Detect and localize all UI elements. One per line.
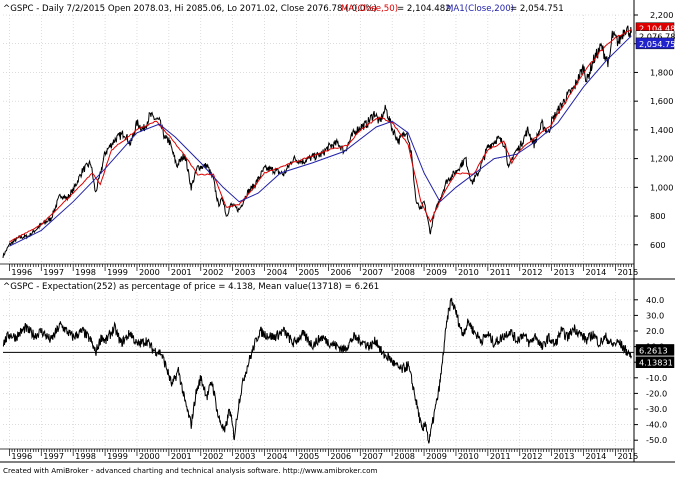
axes-labels: 6008001,0001,2001,4001,6001,8002,0002,20…: [0, 10, 673, 461]
expectation-x-tick-label: 1999: [107, 451, 128, 461]
price-x-tick-label: 2004: [267, 267, 288, 277]
price-x-tick-label: 1998: [75, 267, 96, 277]
ma50-last-value-label: 2,104.48: [639, 24, 675, 34]
expectation-x-tick-label: 2006: [330, 451, 351, 461]
price-x-tick-label: 2007: [362, 267, 383, 277]
expectation-x-tick-label: 2012: [522, 451, 543, 461]
footer-credit-text: Created with AmiBroker - advanced charti…: [3, 466, 378, 475]
expectation-last-value-label-box: [635, 356, 675, 368]
price-x-tick-label: 1999: [107, 267, 128, 277]
price-y-tick-label: 2,200: [650, 10, 673, 20]
expectation-x-tick-label: 2005: [298, 451, 319, 461]
expectation-x-tick-label: 2013: [554, 451, 575, 461]
upper-grid: [3, 14, 633, 266]
expectation-x-tick-label: 2000: [139, 451, 160, 461]
price-x-tick-label: 2014: [586, 267, 607, 277]
expectation-y-tick-label: 20.0: [646, 326, 664, 336]
expectation-x-tick-label: 2002: [203, 451, 224, 461]
price-x-tick-label: 2010: [458, 267, 479, 277]
ma200-header-label: MA1(Close,200): [446, 4, 514, 14]
expectation-y-tick-label: -40.0: [646, 420, 667, 430]
ma200-last-value-label-box: [635, 37, 675, 50]
expectation-y-tick-label: -50.0: [646, 435, 667, 445]
ma200-line: [9, 35, 632, 247]
ma50-line: [9, 28, 632, 243]
expectation-x-tick-label: 2001: [171, 451, 192, 461]
price-x-tick-label: 2001: [171, 267, 192, 277]
price-y-tick-label: 800: [650, 211, 666, 221]
price-y-tick-label: 1,400: [650, 125, 673, 135]
price-x-tick-label: 2006: [330, 267, 351, 277]
price-x-tick-label: 2011: [490, 267, 511, 277]
price-x-tick-label: 2015: [617, 267, 638, 277]
expectation-y-tick-label: -20.0: [646, 388, 667, 398]
expectation-x-tick-label: 1996: [11, 451, 32, 461]
expectation-x-tick-label: 1997: [43, 451, 64, 461]
price-x-tick-label: 2008: [394, 267, 415, 277]
close-last-value-label: 2,076.78: [639, 32, 675, 42]
price-x-tick-label: 2013: [554, 267, 575, 277]
ma200-last-value-label: 2,054.75: [639, 39, 675, 49]
expectation-header-text: ^GSPC - Expectation(252) as percentage o…: [3, 282, 379, 292]
price-x-tick-label: 1996: [11, 267, 32, 277]
expectation-x-tick-label: 2011: [490, 451, 511, 461]
expectation-x-tick-label: 2003: [235, 451, 256, 461]
expectation-line: [2, 297, 632, 444]
price-y-tick-label: 1,800: [650, 67, 673, 77]
price-x-tick-label: 1997: [43, 267, 64, 277]
price-y-tick-label: 1,600: [650, 96, 673, 106]
expectation-x-tick-label: 2015: [617, 451, 638, 461]
ma200-header-value: = 2,054.751: [510, 4, 564, 14]
price-y-tick-label: 600: [650, 240, 666, 250]
price-x-tick-label: 2002: [203, 267, 224, 277]
expectation-y-tick-label: 30.0: [646, 310, 664, 320]
ma50-header-value: = 2,104.482,: [397, 4, 453, 14]
price-x-tick-label: 2000: [139, 267, 160, 277]
lower-grid: [3, 292, 633, 452]
expectation-x-tick-label: 2014: [586, 451, 607, 461]
expectation-x-tick-label: 1998: [75, 451, 96, 461]
expectation-panel-series: [2, 297, 634, 444]
expectation-x-tick-label: 2008: [394, 451, 415, 461]
price-panel-series: [2, 25, 632, 258]
expectation-x-tick-label: 2010: [458, 451, 479, 461]
expectation-y-tick-label: -10.0: [646, 373, 667, 383]
price-x-tick-label: 2012: [522, 267, 543, 277]
price-header-text: ^GSPC - Daily 7/2/2015 Open 2078.03, Hi …: [3, 4, 377, 14]
expectation-x-tick-label: 2004: [267, 451, 288, 461]
expectation-x-tick-label: 2007: [362, 451, 383, 461]
expectation-y-tick-label: 40.0: [646, 295, 664, 305]
price-x-tick-label: 2009: [426, 267, 447, 277]
ma50-header-label: MA(Close,50): [341, 4, 398, 14]
mean-last-value-label-box: [635, 344, 675, 356]
mean-last-value-label: 6.2613: [639, 345, 668, 355]
expectation-y-tick-label: -30.0: [646, 404, 667, 414]
price-y-tick-label: 1,200: [650, 154, 673, 164]
price-y-tick-label: 1,000: [650, 182, 673, 192]
expectation-x-tick-label: 2009: [426, 451, 447, 461]
price-line: [2, 25, 632, 258]
price-x-tick-label: 2003: [235, 267, 256, 277]
price-x-tick-label: 2005: [298, 267, 319, 277]
expectation-last-value-label: 4.13831: [639, 358, 673, 368]
last-value-labels: 2,104.482,076.782,054.75 6.2613 4.13831: [635, 22, 675, 368]
